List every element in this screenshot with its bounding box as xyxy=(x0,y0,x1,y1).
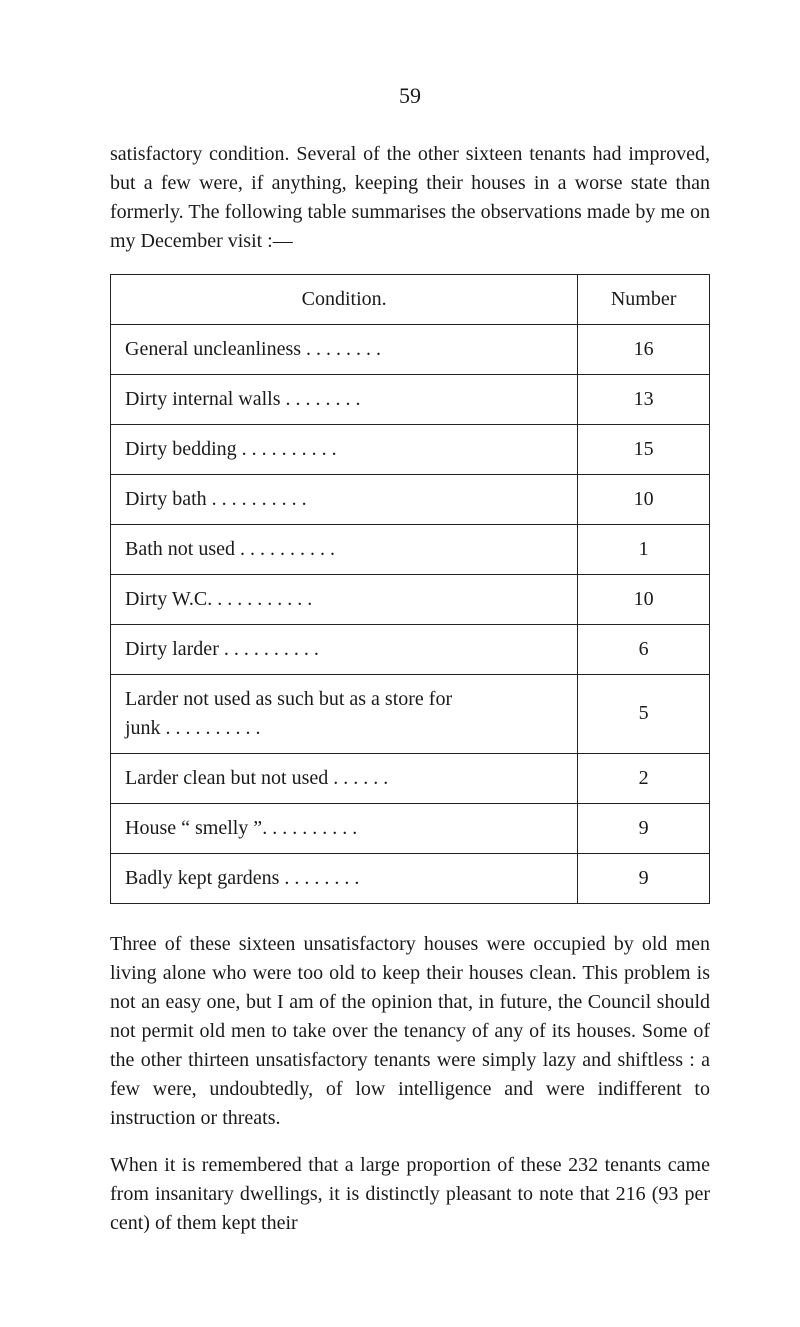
table-row: Larder not used as such but as a store f… xyxy=(111,674,710,753)
number-cell: 2 xyxy=(578,753,710,803)
condition-cell: Larder clean but not used . . . . . . xyxy=(111,753,578,803)
number-cell: 10 xyxy=(578,474,710,524)
condition-cell: Larder not used as such but as a store f… xyxy=(111,674,578,753)
table-row: General uncleanliness . . . . . . . .16 xyxy=(111,324,710,374)
table-body: General uncleanliness . . . . . . . .16D… xyxy=(111,324,710,903)
condition-cell: General uncleanliness . . . . . . . . xyxy=(111,324,578,374)
document-page: 59 satisfactory condition. Several of th… xyxy=(0,0,800,1316)
table-row: Larder clean but not used . . . . . .2 xyxy=(111,753,710,803)
header-condition: Condition. xyxy=(111,274,578,324)
paragraph-intro: satisfactory condition. Several of the o… xyxy=(110,140,710,256)
table-row: Bath not used . . . . . . . . . .1 xyxy=(111,524,710,574)
number-cell: 16 xyxy=(578,324,710,374)
paragraph-mid: Three of these sixteen unsatisfactory ho… xyxy=(110,930,710,1133)
table-header-row: Condition. Number xyxy=(111,274,710,324)
table-row: Dirty internal walls . . . . . . . .13 xyxy=(111,374,710,424)
condition-cell: Dirty bedding . . . . . . . . . . xyxy=(111,424,578,474)
paragraph-end: When it is remembered that a large propo… xyxy=(110,1151,710,1238)
table-row: Dirty larder . . . . . . . . . .6 xyxy=(111,624,710,674)
condition-cell: Dirty larder . . . . . . . . . . xyxy=(111,624,578,674)
table-row: Badly kept gardens . . . . . . . .9 xyxy=(111,853,710,903)
condition-cell: Bath not used . . . . . . . . . . xyxy=(111,524,578,574)
page-number: 59 xyxy=(110,80,710,112)
condition-cell: Badly kept gardens . . . . . . . . xyxy=(111,853,578,903)
table-row: Dirty bath . . . . . . . . . .10 xyxy=(111,474,710,524)
number-cell: 15 xyxy=(578,424,710,474)
number-cell: 9 xyxy=(578,853,710,903)
condition-cell: Dirty bath . . . . . . . . . . xyxy=(111,474,578,524)
number-cell: 5 xyxy=(578,674,710,753)
condition-cell: Dirty internal walls . . . . . . . . xyxy=(111,374,578,424)
table-row: Dirty W.C. . . . . . . . . . .10 xyxy=(111,574,710,624)
header-number: Number xyxy=(578,274,710,324)
number-cell: 10 xyxy=(578,574,710,624)
condition-cell: House “ smelly ”. . . . . . . . . . xyxy=(111,803,578,853)
table-row: Dirty bedding . . . . . . . . . .15 xyxy=(111,424,710,474)
number-cell: 9 xyxy=(578,803,710,853)
number-cell: 13 xyxy=(578,374,710,424)
table-row: House “ smelly ”. . . . . . . . . .9 xyxy=(111,803,710,853)
condition-cell: Dirty W.C. . . . . . . . . . . xyxy=(111,574,578,624)
number-cell: 6 xyxy=(578,624,710,674)
conditions-table: Condition. Number General uncleanliness … xyxy=(110,274,710,904)
number-cell: 1 xyxy=(578,524,710,574)
